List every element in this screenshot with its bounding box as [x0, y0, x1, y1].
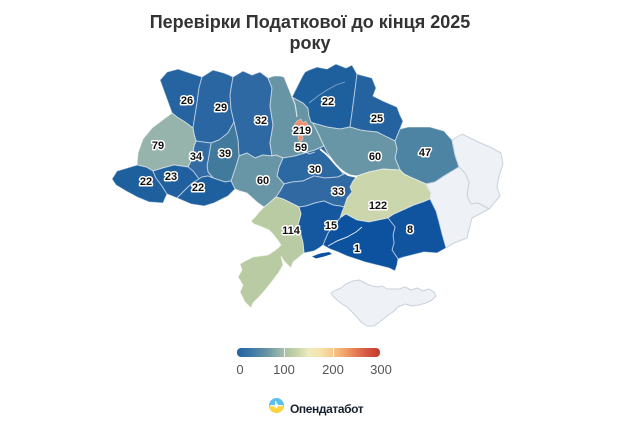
svg-text:219: 219	[293, 125, 311, 137]
svg-text:39: 39	[219, 148, 231, 160]
svg-text:8: 8	[407, 224, 413, 236]
svg-text:26: 26	[181, 95, 193, 107]
svg-text:22: 22	[192, 182, 204, 194]
svg-text:60: 60	[257, 175, 269, 187]
svg-text:59: 59	[295, 142, 307, 154]
svg-text:22: 22	[140, 176, 152, 188]
svg-text:15: 15	[325, 220, 337, 232]
svg-text:30: 30	[309, 164, 321, 176]
svg-text:114: 114	[282, 225, 301, 237]
svg-text:47: 47	[419, 147, 431, 159]
svg-text:79: 79	[152, 140, 164, 152]
svg-text:22: 22	[322, 96, 334, 108]
svg-text:33: 33	[332, 186, 344, 198]
svg-text:32: 32	[255, 115, 267, 127]
svg-text:122: 122	[369, 200, 387, 212]
svg-text:60: 60	[369, 151, 381, 163]
svg-text:23: 23	[165, 171, 177, 183]
svg-text:34: 34	[190, 151, 203, 163]
svg-text:25: 25	[371, 113, 383, 125]
svg-text:1: 1	[354, 243, 360, 255]
svg-text:29: 29	[215, 102, 227, 114]
